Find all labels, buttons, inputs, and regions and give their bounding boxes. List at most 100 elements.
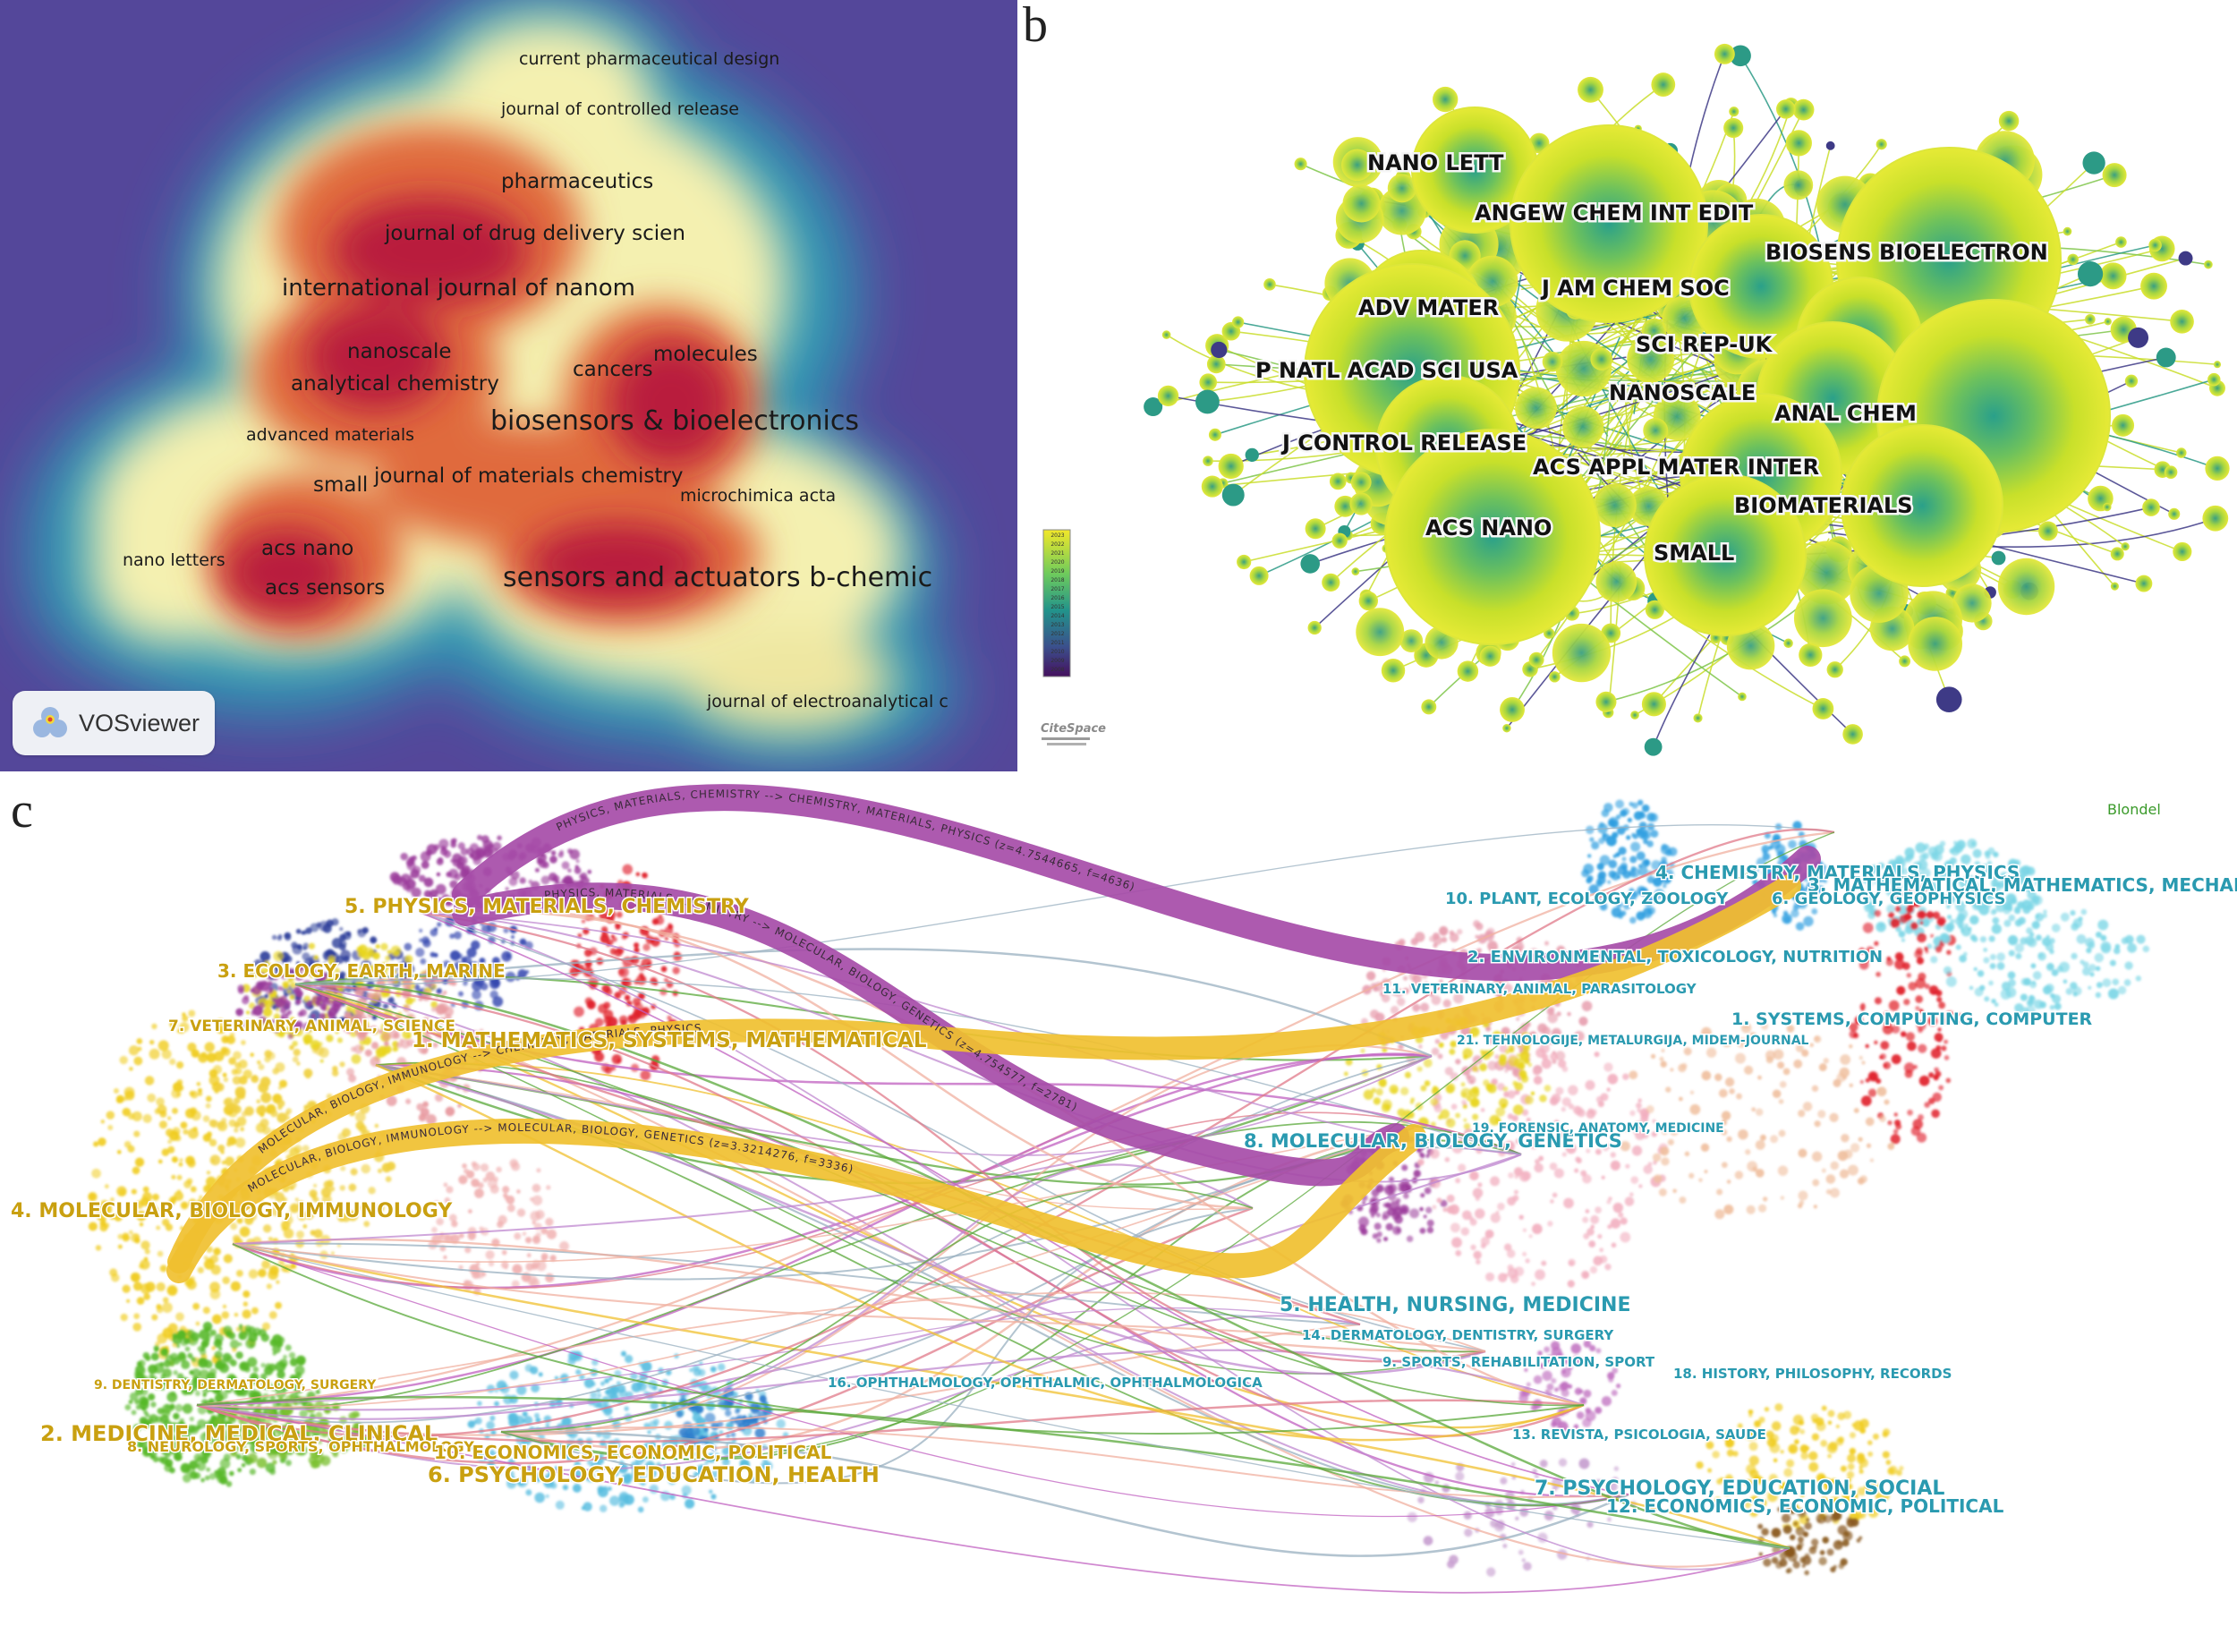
- overlay-point: [1983, 957, 1990, 964]
- overlay-point: [1880, 1041, 1890, 1050]
- overlay-point: [176, 1344, 181, 1349]
- overlay-point: [1416, 1066, 1423, 1072]
- overlay-point: [631, 1382, 642, 1392]
- overlay-point: [1921, 852, 1929, 860]
- overlay-point: [1915, 995, 1924, 1003]
- overlay-point: [2036, 934, 2042, 941]
- overlay-point: [1896, 985, 1906, 995]
- overlay-point: [275, 1008, 280, 1012]
- overlay-point: [98, 1137, 106, 1146]
- overlay-point: [1783, 915, 1791, 924]
- overlay-point: [2041, 937, 2051, 947]
- overlay-point: [1821, 1405, 1827, 1411]
- overlay-point: [1955, 944, 1961, 950]
- overlay-point: [1423, 1536, 1433, 1546]
- overlay-point: [1874, 909, 1882, 917]
- overlay-point: [1913, 1064, 1918, 1069]
- overlay-point: [341, 1213, 352, 1222]
- overlay-point: [692, 1412, 702, 1423]
- overlay-point: [225, 1141, 232, 1147]
- overlay-point: [438, 839, 449, 849]
- overlay-point: [2096, 982, 2103, 989]
- overlay-point: [261, 1259, 271, 1269]
- overlay-point: [273, 975, 278, 981]
- overlay-point: [1533, 1076, 1543, 1085]
- overlay-point: [195, 1391, 200, 1397]
- overlay-point: [212, 1439, 219, 1445]
- overlay-point: [1714, 1209, 1725, 1220]
- overlay-point: [197, 1418, 207, 1429]
- overlay-point: [1984, 996, 1990, 1002]
- network-node: [1381, 659, 1406, 683]
- overlay-point: [1533, 1399, 1543, 1409]
- network-node: [1528, 651, 1544, 668]
- overlay-point: [1835, 1424, 1840, 1428]
- overlay-point: [148, 1393, 156, 1401]
- overlay-point: [354, 971, 362, 979]
- overlay-point: [205, 1326, 212, 1333]
- overlay-point: [404, 942, 413, 951]
- overlay-point: [235, 1433, 242, 1440]
- overlay-point: [472, 1162, 481, 1171]
- overlay-point: [594, 1018, 604, 1027]
- overlay-point: [1808, 1461, 1819, 1472]
- overlay-point: [2063, 979, 2068, 984]
- overlay-point: [208, 1069, 218, 1078]
- overlay-point: [704, 1460, 709, 1466]
- overlay-point: [1830, 1161, 1839, 1171]
- overlay-point: [284, 1215, 293, 1225]
- overlay-point: [206, 1467, 211, 1472]
- overlay-point: [1723, 1204, 1734, 1214]
- overlay-point: [266, 975, 272, 980]
- overlay-point: [1800, 1452, 1809, 1460]
- overlay-point: [1957, 921, 1965, 929]
- density-label: molecules: [653, 343, 758, 366]
- overlay-point: [268, 981, 273, 986]
- overlay-point: [1436, 1197, 1442, 1204]
- network-node: [2121, 542, 2130, 551]
- overlay-point: [1849, 1432, 1856, 1439]
- overlay-point: [312, 1196, 319, 1203]
- overlay-point: [1633, 811, 1644, 821]
- overlay-point: [1678, 1063, 1687, 1073]
- overlay-point: [609, 948, 617, 955]
- overlay-point: [1714, 1073, 1722, 1082]
- overlay-point: [1718, 1088, 1728, 1098]
- overlay-point: [2113, 947, 2121, 955]
- overlay-point: [176, 1189, 182, 1194]
- overlay-point: [1561, 1066, 1569, 1072]
- overlay-point: [175, 1312, 184, 1322]
- overlay-point: [1409, 1100, 1414, 1104]
- overlay-point: [1650, 830, 1659, 839]
- overlay-point: [234, 1061, 242, 1069]
- overlay-point: [154, 1108, 161, 1115]
- overlay-point: [443, 1255, 447, 1260]
- overlay-point: [261, 1380, 272, 1391]
- overlay-point: [1510, 1462, 1516, 1467]
- overlay-point: [1795, 1426, 1801, 1432]
- overlay-point: [663, 977, 669, 983]
- overlay-point: [238, 1342, 242, 1347]
- overlay-point: [1811, 908, 1818, 915]
- network-node: [2112, 413, 2135, 437]
- overlay-point: [237, 987, 244, 994]
- network-node: [1457, 660, 1479, 682]
- overlay-point: [227, 1103, 237, 1111]
- overlay-point: [150, 1352, 159, 1361]
- density-label: journal of materials chemistry: [373, 464, 683, 488]
- overlay-point: [176, 1373, 184, 1380]
- panel-b-citespace-network: NANO LETT ANGEW CHEM INT EDIT BIOSENS BIOE…: [1027, 0, 2237, 771]
- overlay-point: [1526, 1382, 1531, 1387]
- overlay-point: [1498, 1097, 1509, 1108]
- density-label: journal of controlled release: [500, 99, 739, 119]
- overlay-point: [1859, 1175, 1867, 1183]
- overlay-point: [1563, 1197, 1574, 1209]
- network-node-label: NANO LETT: [1367, 150, 1504, 175]
- overlay-point: [1934, 1067, 1939, 1073]
- overlay-point: [561, 878, 567, 884]
- overlay-point: [181, 1386, 190, 1396]
- legend-year: 2021: [1050, 550, 1064, 557]
- overlay-point: [1535, 1269, 1545, 1281]
- overlay-point: [211, 1384, 218, 1392]
- overlay-point: [210, 1120, 219, 1128]
